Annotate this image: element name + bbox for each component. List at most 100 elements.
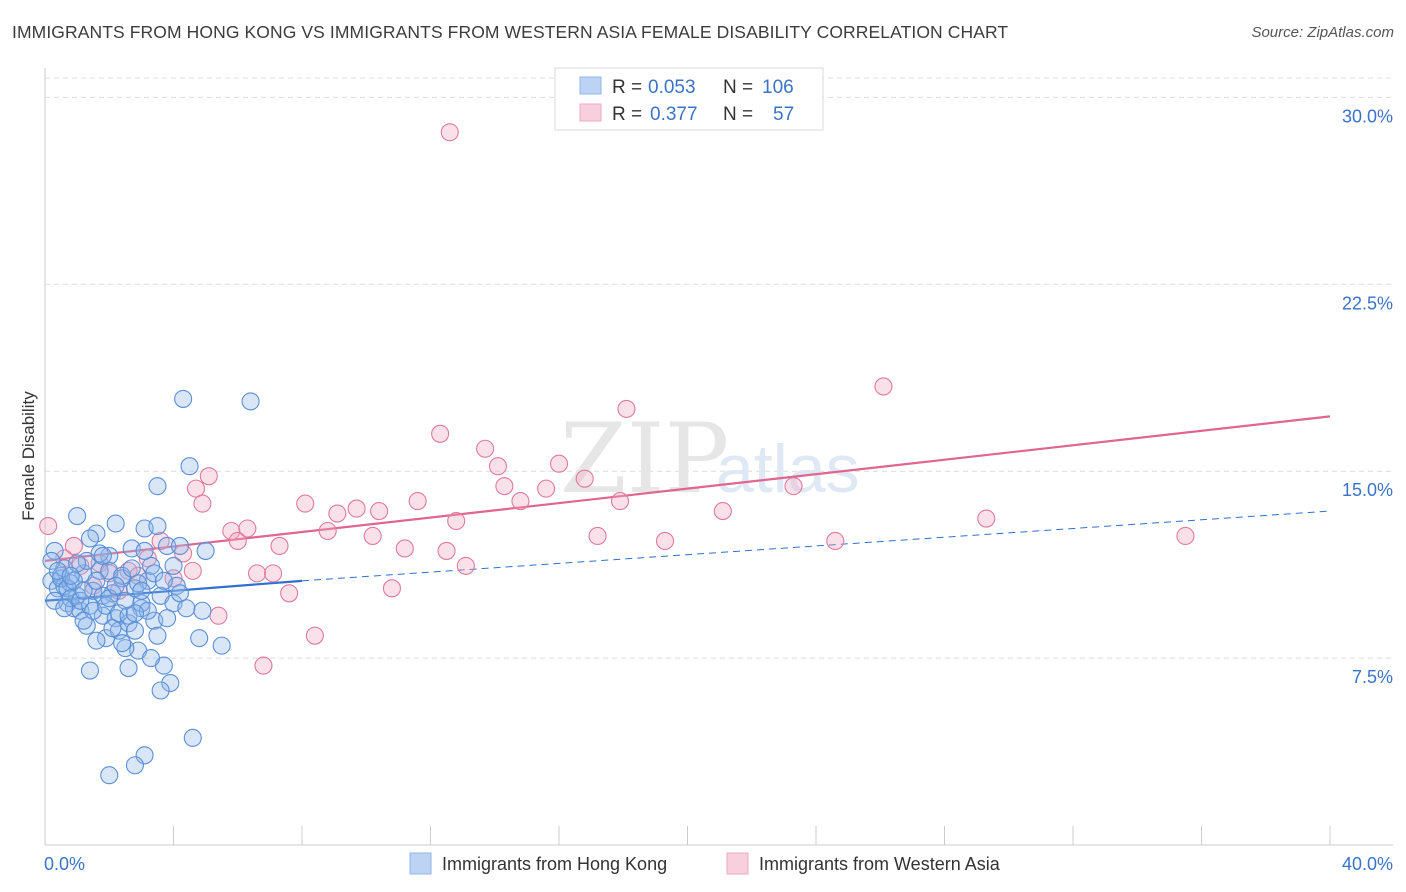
y-tick-label: 7.5% xyxy=(1352,667,1393,687)
y-tick-label: 15.0% xyxy=(1342,480,1393,500)
point-western-asia xyxy=(318,521,337,541)
point-western-asia xyxy=(280,584,299,603)
point-hong-kong xyxy=(119,659,138,678)
point-hong-kong xyxy=(100,766,119,785)
point-western-asia xyxy=(655,531,675,551)
gridlines xyxy=(45,77,1393,659)
point-hong-kong xyxy=(113,566,132,585)
point-western-asia xyxy=(347,499,366,518)
legend-r-label-western-asia: R = xyxy=(612,104,642,125)
y-tick-label: 22.5% xyxy=(1342,293,1393,313)
y-axis-title: Female Disability xyxy=(19,391,38,521)
point-hong-kong xyxy=(170,536,189,556)
point-western-asia xyxy=(447,511,466,531)
point-hong-kong xyxy=(42,551,61,570)
point-western-asia xyxy=(431,424,450,443)
point-hong-kong xyxy=(103,619,122,638)
legend-n-value-hong-kong: 106 xyxy=(762,77,794,98)
point-hong-kong xyxy=(87,571,106,590)
point-hong-kong xyxy=(125,604,144,623)
point-western-asia xyxy=(874,377,893,396)
point-western-asia xyxy=(328,504,347,523)
point-hong-kong xyxy=(174,389,193,408)
point-hong-kong xyxy=(135,746,154,765)
bottom-legend-swatch-hong-kong xyxy=(409,852,432,875)
bottom-legend-swatch-western-asia xyxy=(726,852,749,875)
point-hong-kong xyxy=(116,639,135,658)
point-western-asia xyxy=(549,454,569,473)
point-hong-kong xyxy=(125,621,144,640)
point-hong-kong xyxy=(132,594,151,613)
point-hong-kong xyxy=(196,541,215,560)
point-western-asia xyxy=(610,492,630,511)
point-western-asia xyxy=(238,519,257,538)
data-points xyxy=(39,123,1195,785)
point-hong-kong xyxy=(135,541,154,560)
point-hong-kong xyxy=(119,614,138,633)
point-western-asia xyxy=(488,457,508,476)
y-tick-label: 30.0% xyxy=(1342,106,1393,126)
point-hong-kong xyxy=(180,457,199,476)
point-hong-kong xyxy=(132,581,151,600)
point-hong-kong xyxy=(80,529,100,548)
point-western-asia xyxy=(575,469,594,488)
point-hong-kong xyxy=(45,591,64,610)
point-western-asia xyxy=(209,606,228,625)
point-hong-kong xyxy=(148,516,167,536)
point-hong-kong xyxy=(87,631,106,650)
point-western-asia xyxy=(1176,526,1195,546)
point-western-asia xyxy=(305,626,324,645)
point-hong-kong xyxy=(80,661,100,680)
point-hong-kong xyxy=(71,591,90,610)
point-hong-kong xyxy=(93,546,112,565)
point-hong-kong xyxy=(84,581,103,600)
point-western-asia xyxy=(826,531,845,551)
point-western-asia xyxy=(84,576,103,595)
x-tick-label-max: 40.0% xyxy=(1342,854,1393,874)
legend-r-value-western-asia: 0.377 xyxy=(650,104,698,125)
point-western-asia xyxy=(183,561,202,580)
point-hong-kong xyxy=(241,392,260,411)
point-hong-kong xyxy=(74,611,93,630)
axes xyxy=(44,68,1393,846)
point-hong-kong xyxy=(212,636,231,655)
point-western-asia xyxy=(476,439,495,458)
point-hong-kong xyxy=(106,514,125,533)
point-western-asia xyxy=(370,502,389,521)
watermark: ZIP atlas xyxy=(560,403,860,515)
point-western-asia xyxy=(395,539,414,558)
point-hong-kong xyxy=(161,673,180,693)
point-hong-kong xyxy=(122,559,141,578)
point-western-asia xyxy=(222,521,241,541)
point-hong-kong xyxy=(148,477,167,496)
point-western-asia xyxy=(440,123,459,142)
point-hong-kong xyxy=(74,581,93,600)
point-western-asia xyxy=(617,399,636,418)
legend-n-label-western-asia: N = xyxy=(723,104,753,125)
point-hong-kong xyxy=(158,536,177,556)
point-hong-kong xyxy=(190,629,209,648)
point-hong-kong xyxy=(106,576,125,595)
point-hong-kong xyxy=(125,756,144,775)
point-western-asia xyxy=(495,477,514,496)
trend-line-western-asia xyxy=(44,415,1331,562)
watermark-zip: ZIP xyxy=(560,403,729,515)
point-hong-kong xyxy=(193,601,212,620)
legend-r-label-hong-kong: R = xyxy=(612,77,642,98)
x-tick-label-min: 0.0% xyxy=(44,854,85,874)
point-hong-kong xyxy=(158,609,177,628)
point-western-asia xyxy=(296,494,315,513)
point-hong-kong xyxy=(141,649,161,668)
point-western-asia xyxy=(247,564,267,583)
point-hong-kong xyxy=(183,728,202,747)
point-western-asia xyxy=(64,536,83,556)
point-western-asia xyxy=(270,536,289,556)
point-hong-kong xyxy=(164,556,183,575)
stats-legend: R = 0.053 N = 106 R = 0.377 N = 57 xyxy=(554,67,824,131)
point-western-asia xyxy=(39,516,58,536)
point-hong-kong xyxy=(90,544,109,563)
point-western-asia xyxy=(254,656,273,675)
bottom-legend-label-hong-kong: Immigrants from Hong Kong xyxy=(442,854,667,874)
point-hong-kong xyxy=(61,566,80,585)
